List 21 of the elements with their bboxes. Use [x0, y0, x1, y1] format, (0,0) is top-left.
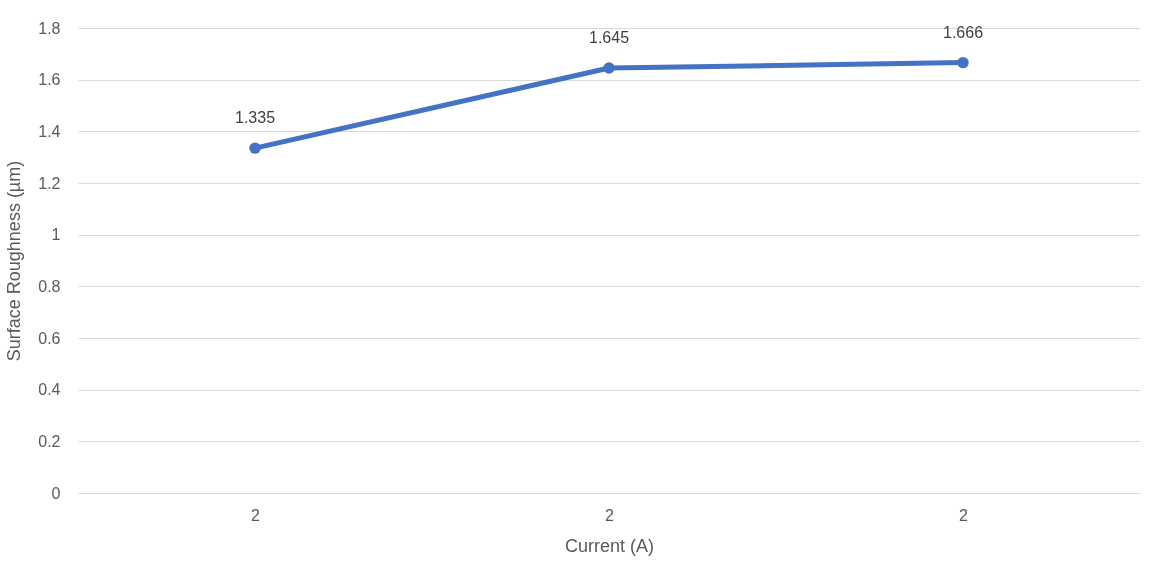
y-tick-label: 0.8 — [38, 277, 61, 295]
y-tick-label: 0.4 — [38, 381, 61, 399]
data-label: 1.645 — [588, 29, 630, 47]
y-tick-label: 1.8 — [38, 19, 61, 37]
y-tick-label: 0 — [51, 484, 61, 502]
x-axis-title: Current (A) — [564, 535, 655, 556]
x-tick-label: 2 — [605, 506, 615, 524]
y-tick-label: 1 — [51, 226, 61, 244]
y-tick-label: 1.2 — [38, 174, 61, 192]
x-tick-label: 2 — [251, 506, 261, 524]
y-tick-label: 1.4 — [38, 122, 61, 140]
y-tick-label: 0.6 — [38, 329, 61, 347]
data-label: 1.666 — [942, 23, 984, 41]
y-tick-label: 0.2 — [38, 432, 61, 450]
y-tick-label: 1.6 — [38, 71, 61, 89]
point — [603, 62, 615, 74]
point — [249, 142, 261, 154]
y-axis-title: Surface Roughness (µm) — [4, 160, 25, 362]
x-tick-label: 2 — [959, 506, 969, 524]
data-label: 1.335 — [234, 109, 276, 127]
point — [957, 56, 969, 69]
